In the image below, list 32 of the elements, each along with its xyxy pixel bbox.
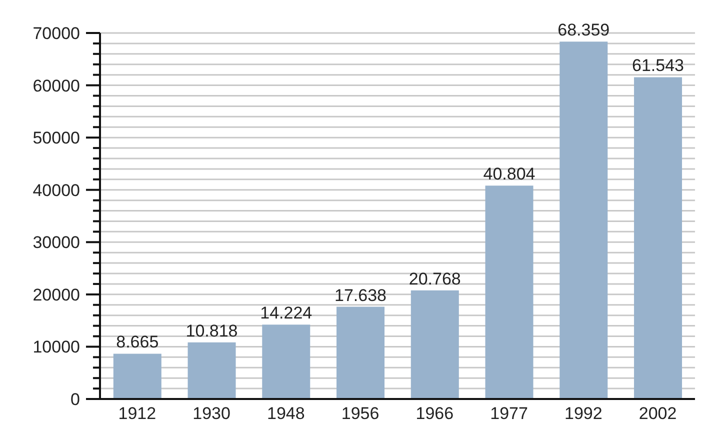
data-label: 8.665 bbox=[116, 332, 159, 352]
bar bbox=[113, 354, 162, 399]
x-tick-label: 1966 bbox=[416, 404, 454, 424]
y-tick-label: 10000 bbox=[32, 338, 80, 357]
x-tick-label: 1912 bbox=[118, 404, 156, 424]
x-tick-label: 1956 bbox=[341, 404, 380, 424]
x-tick-label: 1977 bbox=[490, 404, 528, 424]
x-tick-label: 1930 bbox=[192, 404, 230, 424]
bar bbox=[262, 324, 310, 399]
y-tick-label: 60000 bbox=[32, 76, 80, 96]
bar bbox=[634, 77, 682, 399]
x-tick-label: 1992 bbox=[564, 404, 602, 424]
y-tick-label: 30000 bbox=[32, 233, 80, 252]
data-label: 20.768 bbox=[408, 269, 461, 288]
bar bbox=[188, 342, 236, 399]
bar bbox=[336, 306, 385, 399]
data-label: 61.543 bbox=[632, 56, 684, 76]
y-tick-label: 0 bbox=[70, 390, 80, 409]
bar bbox=[410, 290, 459, 399]
x-tick-label: 2002 bbox=[638, 404, 677, 424]
y-tick-label: 50000 bbox=[32, 128, 80, 148]
data-label: 10.818 bbox=[186, 321, 238, 340]
y-tick-label: 70000 bbox=[32, 24, 80, 43]
data-label: 68.359 bbox=[558, 20, 610, 40]
y-tick-label: 20000 bbox=[32, 285, 80, 304]
y-tick-label: 40000 bbox=[32, 180, 80, 200]
x-tick-label: 1948 bbox=[267, 404, 305, 424]
data-label: 14.224 bbox=[260, 304, 312, 323]
bar bbox=[485, 186, 534, 399]
bar bbox=[560, 42, 608, 399]
data-label: 17.638 bbox=[334, 286, 387, 305]
data-label: 40.804 bbox=[483, 164, 536, 184]
